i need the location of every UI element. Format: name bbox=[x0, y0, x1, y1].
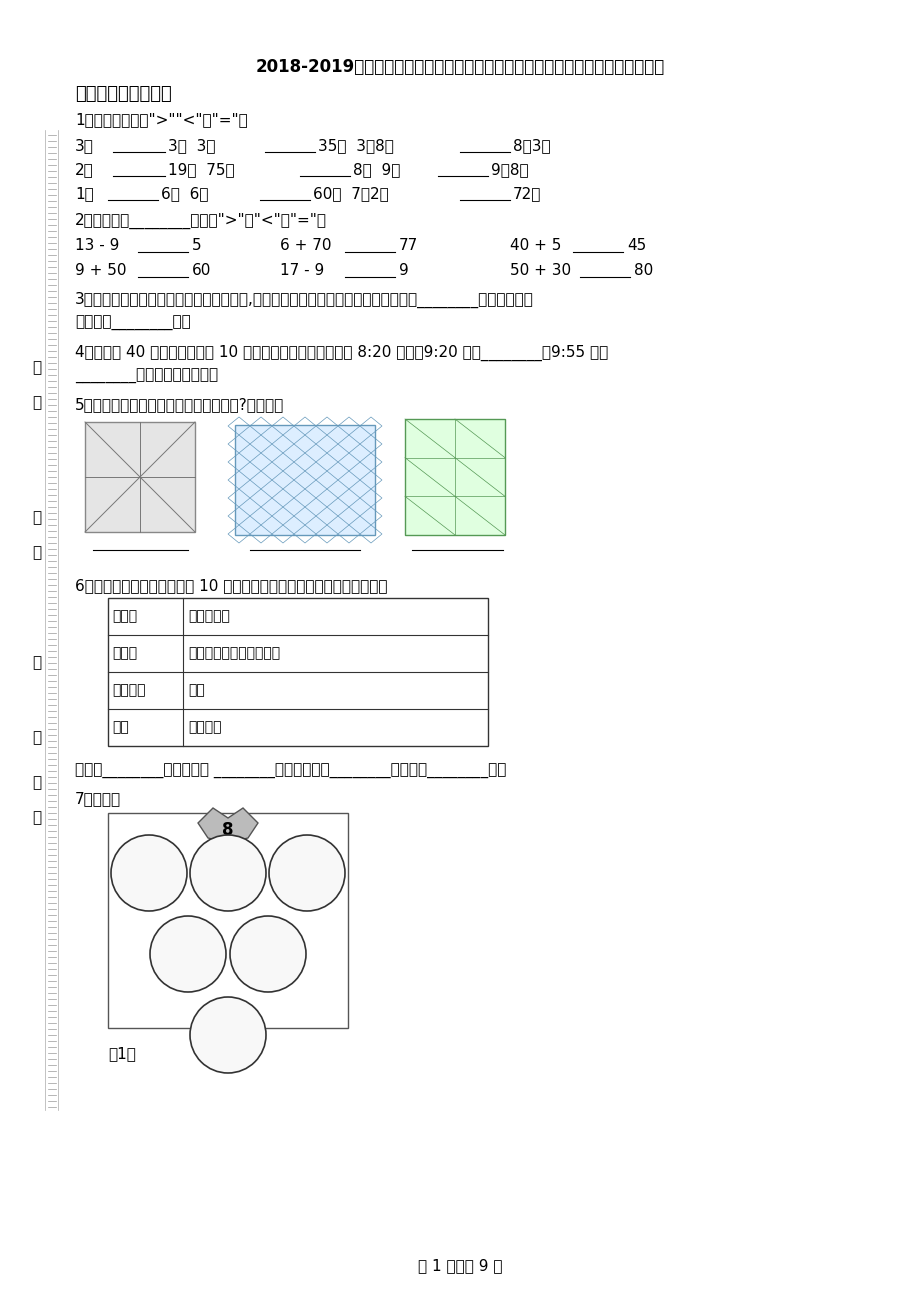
Text: 王正王正王正王正王正王: 王正王正王正王正王正王 bbox=[187, 646, 279, 660]
Text: 77: 77 bbox=[399, 238, 418, 253]
Circle shape bbox=[190, 835, 266, 911]
Text: 2．比一比在________内填上">"、"<"或"="。: 2．比一比在________内填上">"、"<"或"="。 bbox=[75, 214, 326, 229]
Text: ( )-7: ( )-7 bbox=[136, 865, 162, 878]
Text: 8元3角: 8元3角 bbox=[513, 138, 550, 154]
Text: 自行车: 自行车 bbox=[112, 646, 137, 660]
Text: 72角: 72角 bbox=[513, 186, 540, 201]
Text: 2角: 2角 bbox=[75, 161, 94, 177]
Text: 姓: 姓 bbox=[32, 546, 41, 560]
Text: 12-( ): 12-( ) bbox=[251, 947, 285, 960]
Text: 60: 60 bbox=[192, 263, 211, 279]
Text: 6角  6元: 6角 6元 bbox=[161, 186, 209, 201]
Text: 3．奶奶今年六十多岁，妈妈今年三十多岁,她们的年龄都是双数。奶奶的年龄最大是________岁，妈妈的年: 3．奶奶今年六十多岁，妈妈今年三十多岁,她们的年龄都是双数。奶奶的年龄最大是__… bbox=[75, 292, 533, 309]
Circle shape bbox=[190, 997, 266, 1073]
Text: 17 - 9: 17 - 9 bbox=[279, 263, 323, 279]
Text: 50 + 30: 50 + 30 bbox=[509, 263, 571, 279]
Circle shape bbox=[150, 917, 226, 992]
Text: 分: 分 bbox=[32, 395, 41, 410]
Text: 3分  3元: 3分 3元 bbox=[168, 138, 215, 154]
Text: 4．一节课 40 分种，课间休息 10 分钟，小明的学校每天上午 8:20 上课，9:20 小明________，9:55 小明: 4．一节课 40 分种，课间休息 10 分钟，小明的学校每天上午 8:20 上课… bbox=[75, 345, 607, 361]
Text: 60角  7元2角: 60角 7元2角 bbox=[312, 186, 389, 201]
Text: 正正: 正正 bbox=[187, 684, 205, 697]
Text: 1．在横线上填上">""<"或"="。: 1．在横线上填上">""<"或"="。 bbox=[75, 112, 247, 128]
Text: 6．下面是淘气和笑笑统计的 10 分钟内经过学校门口的交通工具的情况。: 6．下面是淘气和笑笑统计的 10 分钟内经过学校门口的交通工具的情况。 bbox=[75, 578, 387, 592]
Polygon shape bbox=[404, 419, 505, 535]
Text: 35角  3元8角: 35角 3元8角 bbox=[318, 138, 393, 154]
Text: 名: 名 bbox=[32, 510, 41, 525]
Text: 80: 80 bbox=[633, 263, 652, 279]
Text: 2018-2019年黔西南州普安县楼下镇松林小学小学一年级下册数学期末复习含答案: 2018-2019年黔西南州普安县楼下镇松林小学小学一年级下册数学期末复习含答案 bbox=[255, 59, 664, 76]
Text: 级: 级 bbox=[32, 775, 41, 790]
Text: 9角8分: 9角8分 bbox=[491, 161, 528, 177]
Bar bbox=[108, 812, 347, 1029]
Text: 数: 数 bbox=[32, 359, 41, 375]
Text: 量: 量 bbox=[32, 655, 41, 671]
Text: ( )-3: ( )-3 bbox=[215, 1027, 241, 1040]
Text: 班: 班 bbox=[32, 810, 41, 825]
Text: 一、想一想，填一填: 一、想一想，填一填 bbox=[75, 85, 172, 103]
Text: 5．下面的图案分别是由哪些图形组成的?填一填。: 5．下面的图案分别是由哪些图形组成的?填一填。 bbox=[75, 397, 284, 411]
Text: 9 + 50: 9 + 50 bbox=[75, 263, 127, 279]
Text: 9: 9 bbox=[399, 263, 408, 279]
Text: 1元: 1元 bbox=[75, 186, 94, 201]
Polygon shape bbox=[85, 422, 195, 533]
Text: 小汽车________辆，自行车 ________辆，公共汽车________辆，卡车________辆。: 小汽车________辆，自行车 ________辆，公共汽车________辆… bbox=[75, 764, 505, 779]
Circle shape bbox=[230, 917, 306, 992]
Text: 3角: 3角 bbox=[75, 138, 94, 154]
Text: （1）: （1） bbox=[108, 1046, 136, 1061]
Text: 13 - 9: 13 - 9 bbox=[75, 238, 119, 253]
Text: 公共汽车: 公共汽车 bbox=[112, 684, 145, 697]
Text: 卡车: 卡车 bbox=[112, 720, 129, 734]
Text: 8元  9元: 8元 9元 bbox=[353, 161, 400, 177]
Text: 正正正正正: 正正正正正 bbox=[187, 609, 230, 622]
Polygon shape bbox=[234, 424, 375, 535]
Text: 6 + 70: 6 + 70 bbox=[279, 238, 331, 253]
Circle shape bbox=[111, 835, 187, 911]
Text: 正正正正: 正正正正 bbox=[187, 720, 221, 734]
Text: 7．填数。: 7．填数。 bbox=[75, 792, 121, 806]
Polygon shape bbox=[198, 809, 257, 842]
Text: 8: 8 bbox=[222, 822, 233, 838]
Text: 小汽车: 小汽车 bbox=[112, 609, 137, 622]
Text: 班: 班 bbox=[32, 730, 41, 745]
Text: 10-( ): 10-( ) bbox=[171, 947, 205, 960]
Circle shape bbox=[268, 835, 345, 911]
Text: 龄最小是________岁。: 龄最小是________岁。 bbox=[75, 316, 190, 331]
Text: 第 1 页，共 9 页: 第 1 页，共 9 页 bbox=[417, 1258, 502, 1273]
Text: 40 + 5: 40 + 5 bbox=[509, 238, 561, 253]
Bar bbox=[108, 598, 487, 746]
Text: 5: 5 bbox=[192, 238, 201, 253]
Text: 19分  75角: 19分 75角 bbox=[168, 161, 234, 177]
Text: ( )-10: ( )-10 bbox=[289, 865, 323, 878]
Text: 45: 45 bbox=[627, 238, 645, 253]
Text: ________．（填上课或下课）: ________．（填上课或下课） bbox=[75, 368, 218, 384]
Text: 16-( ): 16-( ) bbox=[210, 865, 244, 878]
